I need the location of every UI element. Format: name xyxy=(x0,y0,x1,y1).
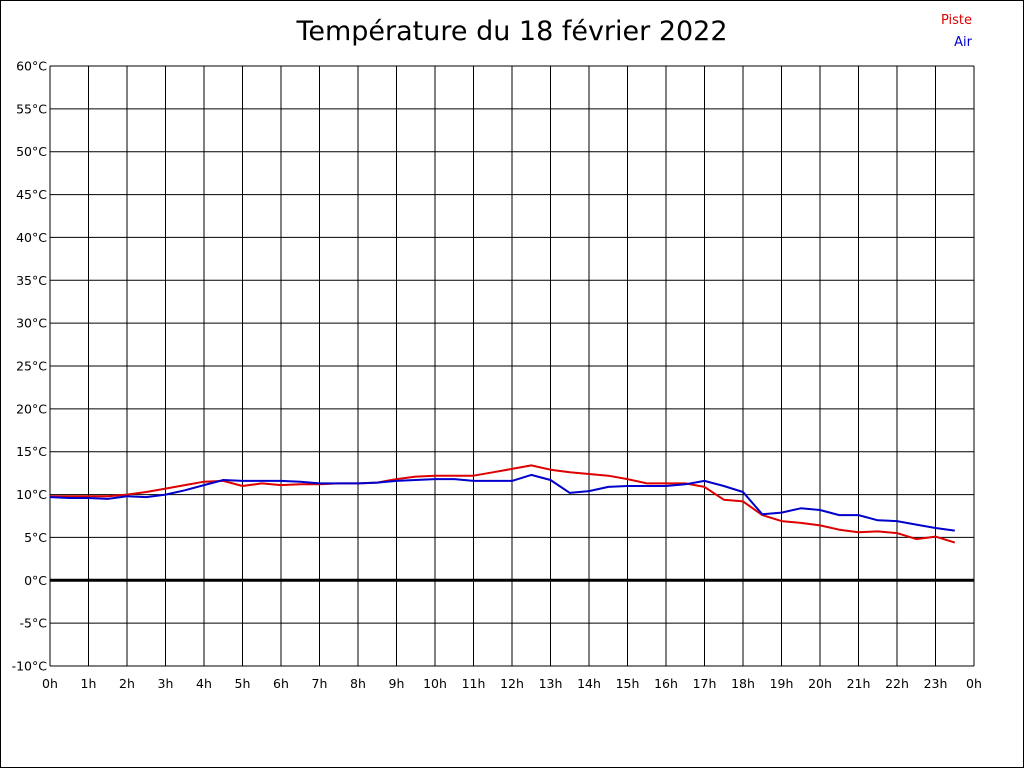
x-tick-label: 15h xyxy=(616,676,640,691)
x-tick-label: 23h xyxy=(924,676,948,691)
series-line-piste xyxy=(50,464,956,544)
x-tick-label: 21h xyxy=(847,676,871,691)
y-tick-label: 40°C xyxy=(16,230,47,245)
x-tick-label: 8h xyxy=(350,676,366,691)
x-tick-label: 9h xyxy=(389,676,405,691)
x-tick-label: 18h xyxy=(731,676,755,691)
chart-title: Température du 18 février 2022 xyxy=(296,16,728,47)
y-tick-label: 10°C xyxy=(16,487,47,502)
x-tick-label: 3h xyxy=(158,676,174,691)
x-tick-label: 13h xyxy=(539,676,563,691)
x-tick-label: 11h xyxy=(462,676,486,691)
x-tick-label: 17h xyxy=(693,676,717,691)
x-tick-label: 19h xyxy=(770,676,794,691)
y-tick-label: 15°C xyxy=(16,444,47,459)
x-tick-label: 2h xyxy=(119,676,135,691)
y-tick-label: 50°C xyxy=(16,144,47,159)
legend-air: Air xyxy=(954,35,972,50)
y-tick-label: -5°C xyxy=(20,616,48,631)
x-tick-label: 6h xyxy=(273,676,289,691)
x-tick-label: 0h xyxy=(966,676,982,691)
x-tick-label: 20h xyxy=(808,676,832,691)
x-tick-label: 0h xyxy=(42,676,58,691)
x-tick-label: 1h xyxy=(81,676,97,691)
y-tick-label: 25°C xyxy=(16,359,47,374)
x-tick-label: 7h xyxy=(312,676,328,691)
x-tick-label: 22h xyxy=(885,676,909,691)
x-tick-label: 14h xyxy=(577,676,601,691)
y-tick-label: -10°C xyxy=(12,659,48,674)
x-tick-label: 12h xyxy=(500,676,524,691)
y-tick-label: 45°C xyxy=(16,187,47,202)
x-tick-label: 16h xyxy=(654,676,678,691)
x-tick-label: 4h xyxy=(196,676,212,691)
y-tick-label: 55°C xyxy=(16,101,47,116)
x-tick-label: 10h xyxy=(423,676,447,691)
series-line-air xyxy=(49,473,955,532)
y-tick-label: 60°C xyxy=(16,59,47,74)
x-tick-label: 5h xyxy=(235,676,251,691)
y-tick-label: 20°C xyxy=(16,401,47,416)
legend-piste: Piste xyxy=(940,13,972,28)
y-tick-label: 5°C xyxy=(24,530,47,545)
y-tick-label: 0°C xyxy=(24,573,47,588)
y-tick-label: 30°C xyxy=(16,316,47,331)
y-tick-label: 35°C xyxy=(16,273,47,288)
